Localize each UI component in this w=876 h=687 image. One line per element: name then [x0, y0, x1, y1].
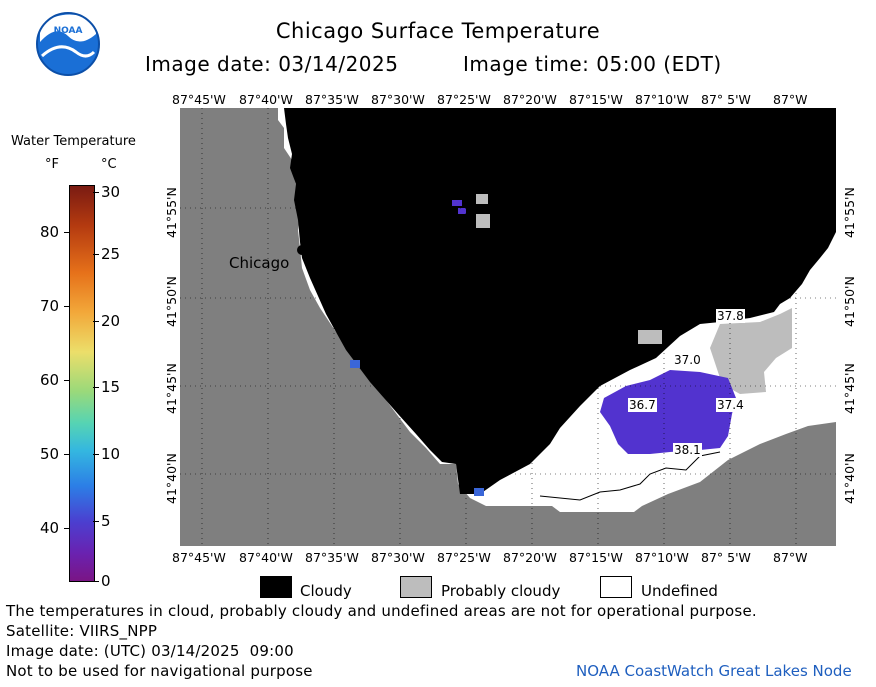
longitude-label: 87°25'W	[437, 550, 491, 565]
map-plot	[180, 108, 836, 546]
harbor-lines	[539, 451, 721, 501]
latitude-label: 41°55'N	[164, 187, 179, 238]
longitude-label: 87°15'W	[569, 92, 623, 107]
latitude-label: 41°50'N	[164, 276, 179, 327]
longitude-label: 87°35'W	[305, 550, 359, 565]
longitude-label: 87° 5'W	[701, 92, 751, 107]
colorbar-tick-mark	[64, 380, 70, 381]
noaa-logo-text: NOAA	[53, 26, 83, 36]
colorbar-tick-c: 10	[101, 445, 121, 463]
colorbar-tick-mark	[93, 254, 99, 255]
map-title: Chicago Surface Temperature	[275, 19, 601, 43]
colorbar-tick-c: 20	[101, 312, 121, 330]
colorbar-tick-mark	[64, 232, 70, 233]
longitude-label: 87°20'W	[503, 92, 557, 107]
probably-cloudy-patch	[638, 330, 662, 344]
water-temperature-patch	[474, 488, 484, 496]
latitude-label: 41°45'N	[842, 363, 857, 414]
noaa-logo: NOAA	[36, 12, 100, 76]
chicago-marker	[297, 245, 307, 255]
temperature-label: 37.8	[716, 309, 745, 323]
image-time: Image time: 05:00 (EDT)	[463, 52, 722, 76]
latitude-label: 41°40'N	[164, 453, 179, 504]
colorbar-tick-f: 50	[40, 445, 60, 463]
longitude-label: 87°15'W	[569, 550, 623, 565]
latitude-label: 41°50'N	[842, 276, 857, 327]
longitude-label: 87°20'W	[503, 550, 557, 565]
colorbar-tick-f: 80	[40, 223, 60, 241]
colorbar-tick-c: 15	[101, 378, 121, 396]
footer-image-date-utc: Image date: (UTC) 03/14/2025 09:00	[6, 642, 294, 660]
longitude-label: 87°30'W	[371, 550, 425, 565]
colorbar-tick-f: 60	[40, 371, 60, 389]
colorbar-tick-mark	[64, 528, 70, 529]
colorbar-title: Water Temperature	[11, 134, 136, 149]
latitude-label: 41°40'N	[842, 453, 857, 504]
legend-undefined-swatch	[600, 576, 632, 598]
footer-satellite: Satellite: VIIRS_NPP	[6, 622, 158, 640]
longitude-label: 87°40'W	[239, 550, 293, 565]
longitude-label: 87°10'W	[635, 92, 689, 107]
colorbar-tick-f: 40	[40, 519, 60, 537]
longitude-label: 87°30'W	[371, 92, 425, 107]
longitude-label: 87°10'W	[635, 550, 689, 565]
water-temperature-patch	[350, 360, 360, 368]
longitude-label: 87°45'W	[172, 92, 226, 107]
temperature-label: 37.0	[673, 353, 702, 367]
colorbar-tick-c: 25	[101, 245, 121, 263]
footer-credit: NOAA CoastWatch Great Lakes Node	[576, 662, 852, 680]
latitude-label: 41°55'N	[842, 187, 857, 238]
colorbar-tick-mark	[93, 454, 99, 455]
longitude-label: 87°25'W	[437, 92, 491, 107]
colorbar-tick-mark	[64, 454, 70, 455]
water-temperature-area	[600, 370, 736, 454]
image-date: Image date: 03/14/2025	[145, 52, 399, 76]
colorbar-tick-c: 0	[101, 572, 111, 590]
probably-cloudy-patch	[476, 214, 490, 228]
longitude-label: 87°40'W	[239, 92, 293, 107]
grid-lines	[180, 108, 836, 546]
city-label-chicago: Chicago	[229, 254, 290, 272]
water-temperature-patch	[452, 200, 462, 206]
legend-cloudy-swatch	[260, 576, 292, 598]
footer-disclaimer: The temperatures in cloud, probably clou…	[6, 602, 757, 620]
colorbar-unit-f: °F	[45, 157, 59, 172]
legend-cloudy-label: Cloudy	[300, 582, 352, 600]
probably-cloudy-area	[710, 308, 792, 394]
colorbar-tick-mark	[93, 521, 99, 522]
colorbar-tick-mark	[64, 306, 70, 307]
colorbar-tick-mark	[93, 192, 99, 193]
colorbar-tick-f: 70	[40, 297, 60, 315]
temperature-label: 38.1	[673, 443, 702, 457]
temperature-label: 36.7	[628, 398, 657, 412]
colorbar-tick-mark	[93, 387, 99, 388]
colorbar	[69, 185, 95, 582]
longitude-label: 87°W	[773, 550, 808, 565]
longitude-label: 87°35'W	[305, 92, 359, 107]
colorbar-unit-c: °C	[101, 157, 117, 172]
legend-probably-cloudy-label: Probably cloudy	[441, 582, 561, 600]
colorbar-tick-c: 30	[101, 183, 121, 201]
longitude-label: 87°W	[773, 92, 808, 107]
longitude-label: 87° 5'W	[701, 550, 751, 565]
colorbar-tick-mark	[93, 581, 99, 582]
temperature-label: 37.4	[716, 398, 745, 412]
legend-probably-cloudy-swatch	[400, 576, 432, 598]
longitude-label: 87°45'W	[172, 550, 226, 565]
water-temperature-patch	[458, 208, 466, 214]
cloudy-area	[284, 108, 836, 494]
probably-cloudy-patch	[476, 194, 488, 204]
footer-navigation-warning: Not to be used for navigational purpose	[6, 662, 313, 680]
legend-undefined-label: Undefined	[641, 582, 718, 600]
colorbar-tick-mark	[93, 321, 99, 322]
land-area	[180, 108, 836, 546]
latitude-label: 41°45'N	[164, 363, 179, 414]
colorbar-tick-c: 5	[101, 512, 111, 530]
